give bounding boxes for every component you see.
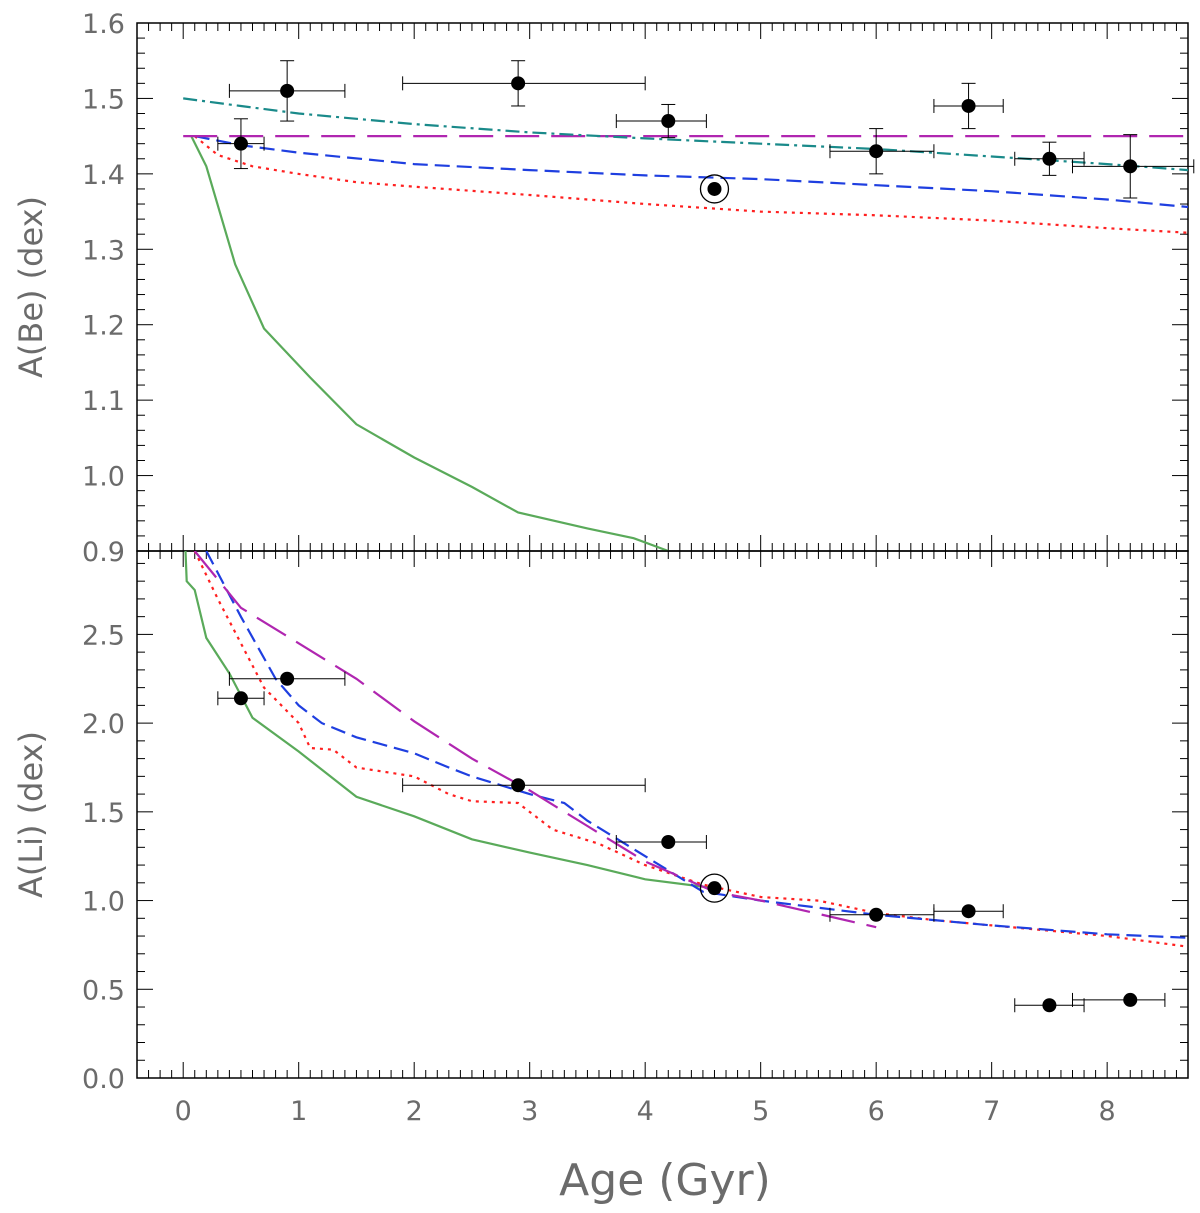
x-tick-label: 4 [637, 1096, 654, 1127]
data-point [961, 98, 976, 113]
y-tick-label: 0.0 [82, 1064, 125, 1095]
y-tick-label: 1.3 [82, 235, 125, 266]
data-point [961, 904, 976, 919]
model-curve-solid [190, 135, 669, 551]
model-curve-dotted [194, 135, 1188, 234]
y-axis-title: A(Li) (dex) [12, 731, 50, 898]
x-tick-label: 3 [521, 1096, 538, 1127]
model-curve-longdash [193, 551, 877, 929]
y-tick-label: 0.5 [82, 975, 125, 1006]
data-point [661, 835, 676, 850]
data-point [869, 907, 884, 922]
y-tick-label: 1.5 [82, 798, 125, 829]
data-point [280, 671, 295, 686]
sun-symbol-ring [699, 873, 730, 903]
data-point [1123, 159, 1138, 174]
model-curve-dotted [193, 551, 1188, 948]
y-tick-label: 1.4 [82, 160, 125, 191]
plot-frame [136, 550, 1189, 1079]
y-tick-label: 1.1 [82, 386, 125, 417]
y-tick-label: 2.5 [82, 620, 125, 651]
data-point [280, 83, 295, 98]
y-tick-label: 2.0 [82, 709, 125, 740]
y-tick-label: 1.6 [82, 9, 125, 40]
x-axis-title: Age (Gyr) [559, 1155, 771, 1206]
x-tick-label: 8 [1099, 1096, 1116, 1127]
x-tick-label: 5 [752, 1096, 769, 1127]
plot-frame [136, 22, 1189, 552]
sun-data-point [707, 881, 722, 896]
y-tick-label: 1.5 [82, 84, 125, 115]
x-tick-label: 6 [868, 1096, 885, 1127]
beryllium-panel: 0.9 1.0 1.1 1.2 1.3 1.4 1.5 1.6 A(Be) (dex) [12, 9, 1195, 568]
y-tick-label: 1.0 [82, 462, 125, 493]
data-point [1123, 992, 1138, 1007]
data-point [233, 136, 248, 151]
y-tick-label: 1.2 [82, 311, 125, 342]
data-point [661, 114, 676, 129]
model-curve-dashed [205, 551, 1188, 939]
model-curve-dashed [194, 135, 1188, 209]
x-tick-label: 1 [290, 1096, 307, 1127]
data-point [233, 691, 248, 706]
sun-symbol-ring [699, 174, 730, 204]
data-point [511, 76, 526, 91]
data-point [869, 144, 884, 159]
lithium-panel: 0.0 0.5 1.0 1.5 2.0 2.5 0 1 2 3 4 5 6 7 8 A(Li) (dex) [12, 550, 1189, 1127]
data-point [511, 778, 526, 793]
y-tick-label: 1.0 [82, 887, 125, 918]
data-point [1042, 998, 1057, 1013]
data-point [1042, 151, 1057, 166]
model-curve-dashdot [183, 97, 1188, 172]
x-tick-label: 7 [983, 1096, 1000, 1127]
model-curve-solid [184, 551, 715, 890]
y-tick-label: 0.9 [82, 537, 125, 568]
sun-data-point [707, 181, 722, 196]
x-tick-label: 0 [175, 1096, 192, 1127]
x-tick-label: 2 [406, 1096, 423, 1127]
y-axis-title: A(Be) (dex) [12, 196, 50, 378]
